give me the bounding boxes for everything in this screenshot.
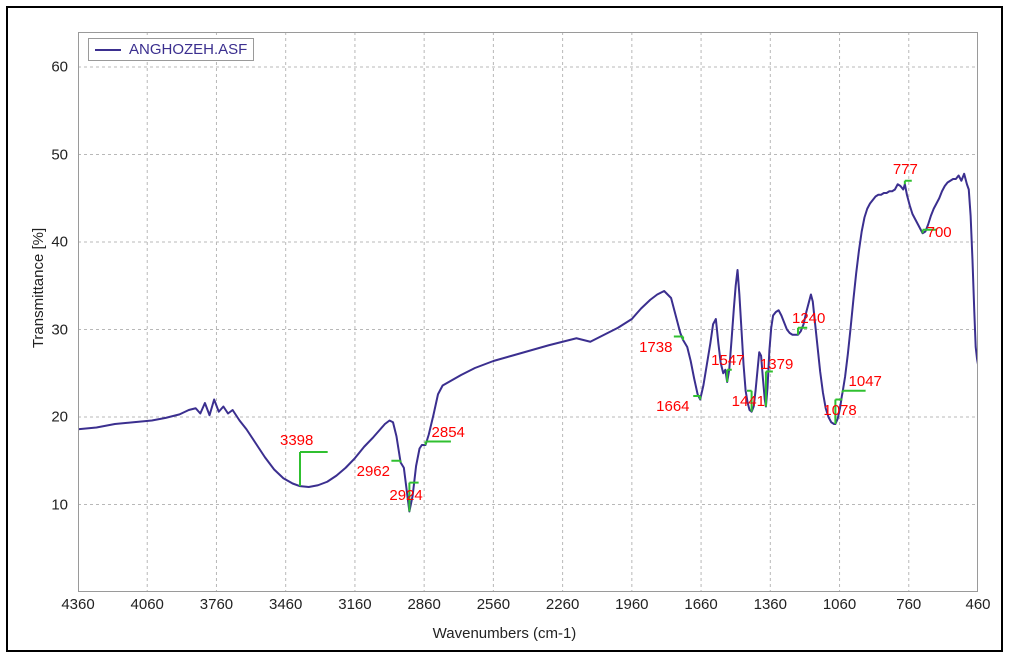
y-tick-label: 30	[28, 321, 68, 338]
y-tick-label: 50	[28, 146, 68, 163]
y-tick-label: 60	[28, 59, 68, 76]
x-tick-label: 2560	[477, 596, 510, 613]
x-axis-label: Wavenumbers (cm-1)	[375, 625, 635, 642]
spectrum-line	[78, 174, 978, 512]
x-tick-label: 4360	[61, 596, 94, 613]
x-tick-label: 1660	[684, 596, 717, 613]
x-tick-label: 4060	[131, 596, 164, 613]
x-tick-label: 2260	[546, 596, 579, 613]
figure-frame: Transmittance [%] Wavenumbers (cm-1) 339…	[6, 6, 1003, 652]
y-tick-label: 10	[28, 496, 68, 513]
x-tick-label: 3160	[338, 596, 371, 613]
plot-area: 3398296229242854173816641547144113791240…	[78, 32, 978, 592]
plot-svg	[78, 32, 978, 592]
x-tick-label: 760	[896, 596, 921, 613]
y-tick-label: 40	[28, 234, 68, 251]
legend: ANGHOZEH.ASF	[88, 38, 254, 61]
legend-swatch	[95, 49, 121, 51]
legend-label: ANGHOZEH.ASF	[129, 41, 247, 58]
x-tick-label: 1360	[754, 596, 787, 613]
x-tick-label: 3760	[200, 596, 233, 613]
x-tick-label: 1960	[615, 596, 648, 613]
x-tick-label: 460	[965, 596, 990, 613]
y-axis-label: Transmittance [%]	[30, 198, 47, 378]
y-tick-label: 20	[28, 409, 68, 426]
x-tick-label: 3460	[269, 596, 302, 613]
x-tick-label: 2860	[407, 596, 440, 613]
x-tick-label: 1060	[823, 596, 856, 613]
